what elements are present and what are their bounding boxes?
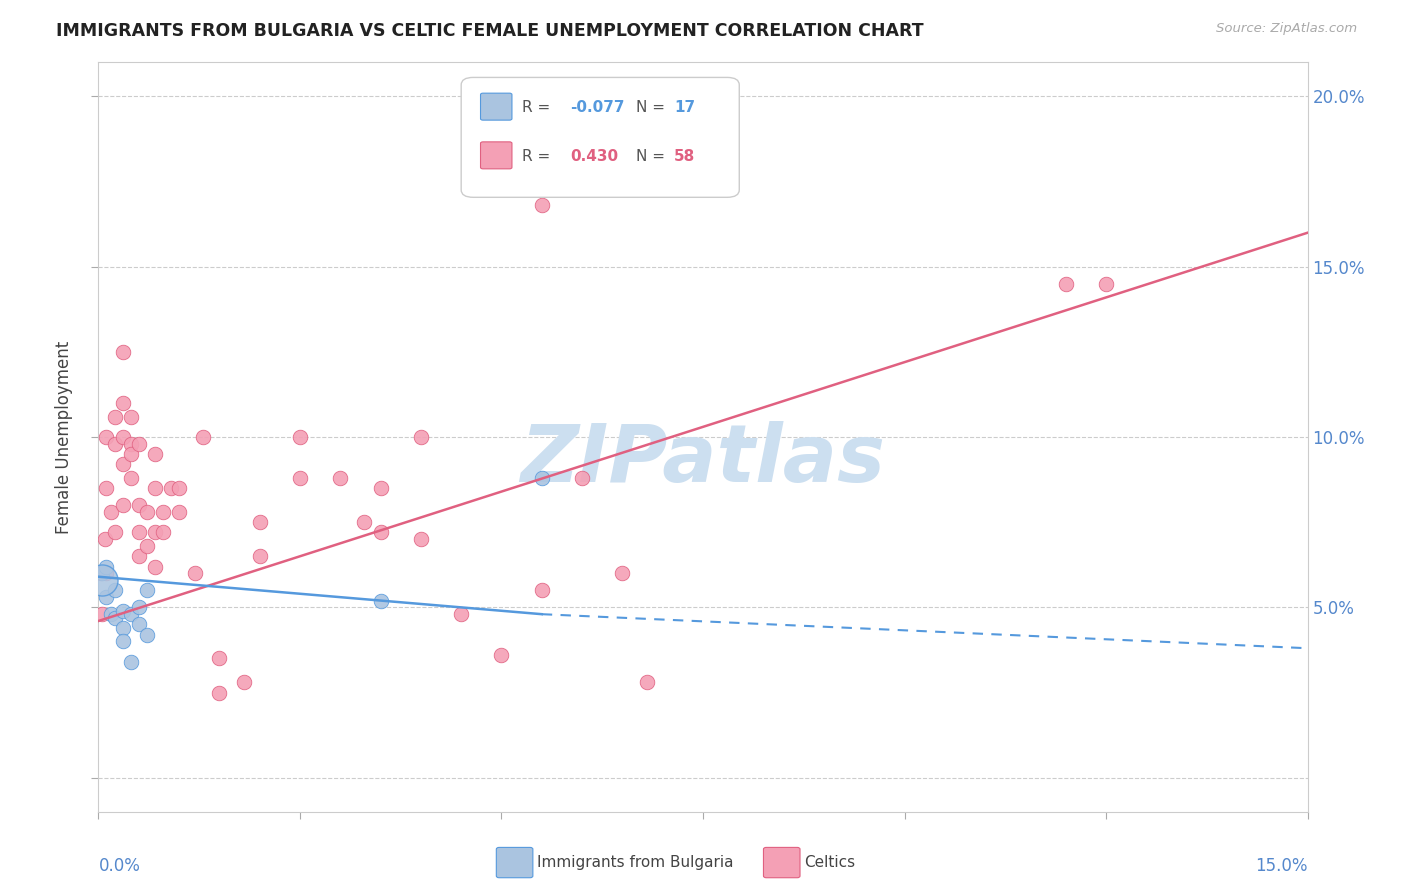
Point <box>135 505 157 519</box>
Point <box>208 685 231 699</box>
Point <box>103 583 125 598</box>
Point <box>96 430 118 444</box>
Text: -0.077: -0.077 <box>569 100 624 115</box>
Point <box>128 600 150 615</box>
Point <box>167 505 190 519</box>
FancyBboxPatch shape <box>481 93 512 120</box>
Point <box>160 481 183 495</box>
Point <box>103 409 125 424</box>
Point <box>370 481 392 495</box>
Point <box>120 437 142 451</box>
Point <box>128 437 150 451</box>
Point <box>143 481 166 495</box>
Point <box>288 471 311 485</box>
FancyBboxPatch shape <box>481 142 512 169</box>
Point <box>91 566 114 581</box>
Point <box>571 471 593 485</box>
Point <box>111 430 134 444</box>
Point <box>143 525 166 540</box>
Text: Celtics: Celtics <box>804 855 855 870</box>
Point <box>636 675 658 690</box>
Point <box>450 607 472 622</box>
Point <box>91 573 114 587</box>
Point <box>370 593 392 607</box>
Point <box>120 607 142 622</box>
Text: 0.430: 0.430 <box>569 149 619 163</box>
Point <box>111 396 134 410</box>
Point <box>249 515 271 529</box>
Point <box>111 498 134 512</box>
Y-axis label: Female Unemployment: Female Unemployment <box>55 341 73 533</box>
Point <box>111 604 134 618</box>
Point <box>128 525 150 540</box>
Point <box>370 525 392 540</box>
Point <box>90 566 112 581</box>
Text: Immigrants from Bulgaria: Immigrants from Bulgaria <box>537 855 734 870</box>
Point <box>249 549 271 564</box>
Point <box>329 471 352 485</box>
Point <box>530 471 553 485</box>
Text: ZIPatlas: ZIPatlas <box>520 420 886 499</box>
Point <box>111 458 134 472</box>
Point <box>94 533 117 547</box>
Text: 58: 58 <box>673 149 695 163</box>
Point <box>208 651 231 665</box>
Point <box>96 590 118 604</box>
Point <box>530 198 553 212</box>
Point <box>128 549 150 564</box>
Point <box>111 621 134 635</box>
Point <box>152 505 174 519</box>
Point <box>100 505 122 519</box>
Point <box>193 430 215 444</box>
Point <box>135 539 157 553</box>
Point <box>128 617 150 632</box>
Point <box>96 566 118 581</box>
Point <box>103 525 125 540</box>
Point <box>120 471 142 485</box>
Text: 0.0%: 0.0% <box>98 856 141 875</box>
Text: R =: R = <box>522 100 555 115</box>
Text: 17: 17 <box>673 100 695 115</box>
Point <box>353 515 375 529</box>
Text: R =: R = <box>522 149 560 163</box>
Point <box>1095 277 1118 291</box>
Point <box>232 675 254 690</box>
Point <box>612 566 634 581</box>
Text: IMMIGRANTS FROM BULGARIA VS CELTIC FEMALE UNEMPLOYMENT CORRELATION CHART: IMMIGRANTS FROM BULGARIA VS CELTIC FEMAL… <box>56 22 924 40</box>
Point <box>103 437 125 451</box>
Point <box>288 430 311 444</box>
Point <box>135 627 157 641</box>
Point <box>152 525 174 540</box>
Point <box>96 559 118 574</box>
Text: N =: N = <box>637 149 671 163</box>
Point <box>120 447 142 461</box>
Point <box>143 559 166 574</box>
Point <box>409 430 432 444</box>
Point <box>184 566 207 581</box>
Point <box>111 345 134 359</box>
Point <box>120 409 142 424</box>
Text: N =: N = <box>637 100 671 115</box>
Point <box>530 583 553 598</box>
Point <box>103 610 125 624</box>
Point <box>135 583 157 598</box>
Point <box>91 607 114 622</box>
Point <box>96 481 118 495</box>
Text: Source: ZipAtlas.com: Source: ZipAtlas.com <box>1216 22 1357 36</box>
Point <box>100 607 122 622</box>
Text: 15.0%: 15.0% <box>1256 856 1308 875</box>
Point <box>491 648 513 662</box>
FancyBboxPatch shape <box>461 78 740 197</box>
Point <box>1054 277 1077 291</box>
Point <box>120 655 142 669</box>
Point <box>128 498 150 512</box>
Point <box>409 533 432 547</box>
Point <box>143 447 166 461</box>
Point <box>167 481 190 495</box>
Point <box>111 634 134 648</box>
